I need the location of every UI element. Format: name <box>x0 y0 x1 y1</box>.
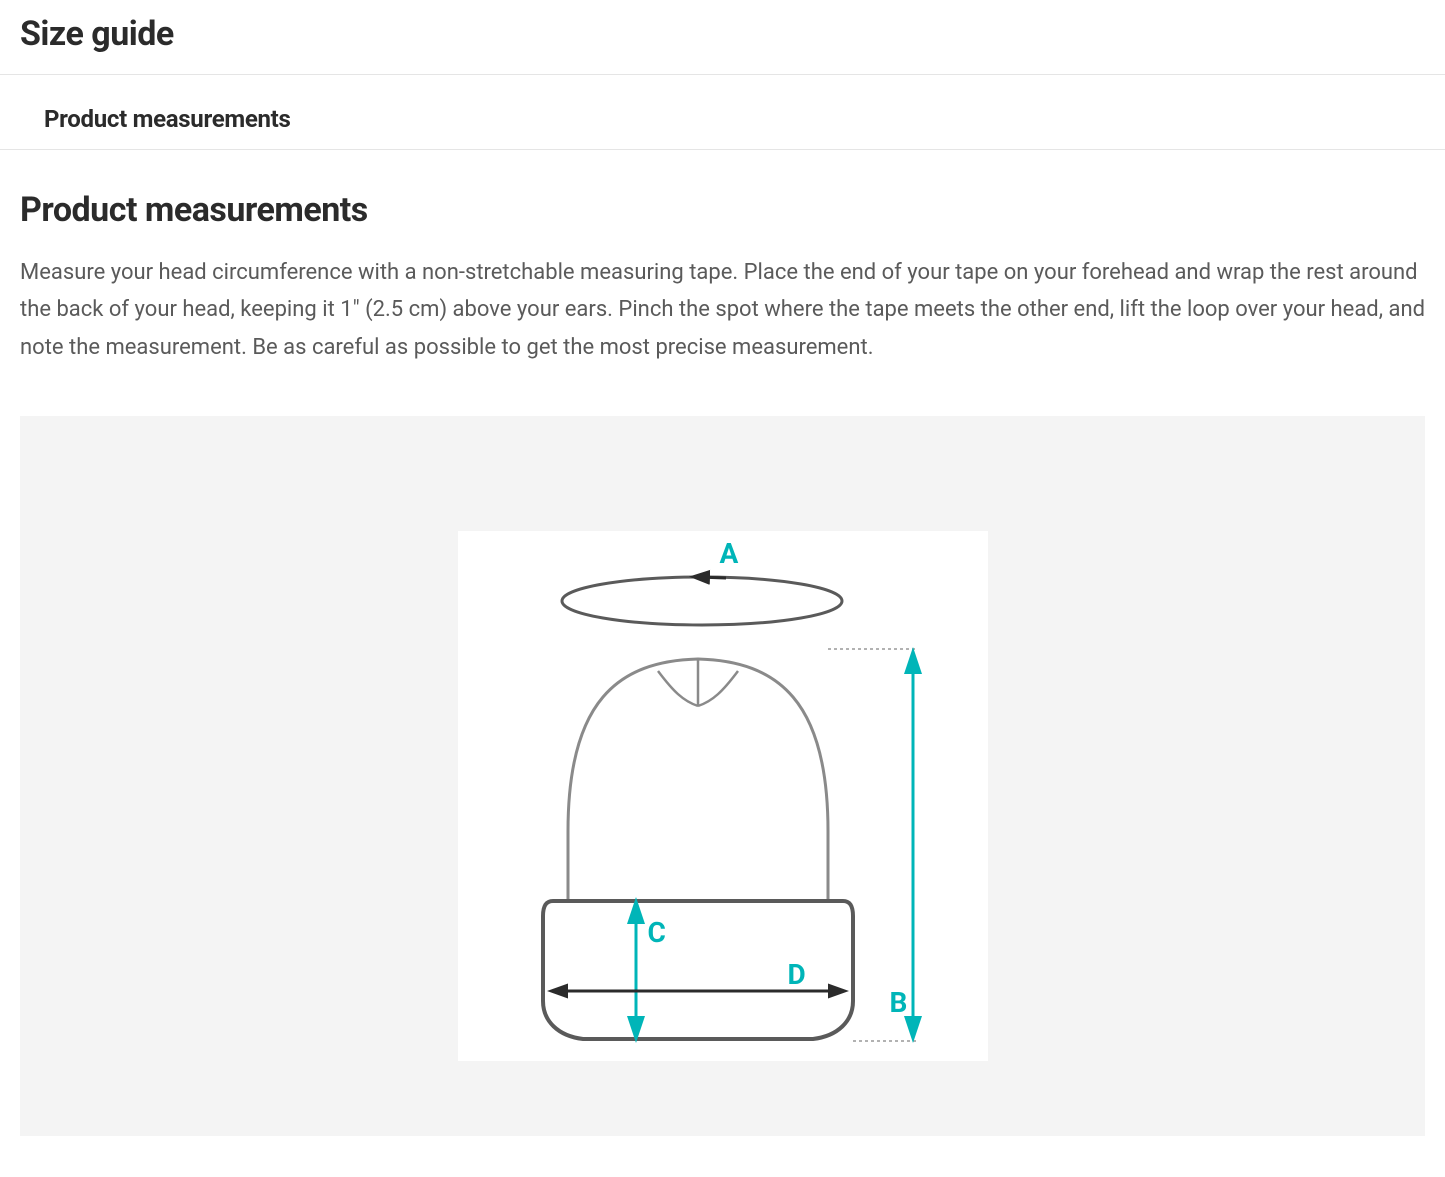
diagram-label-c: C <box>648 916 666 949</box>
tab-product-measurements[interactable]: Product measurements <box>44 105 291 133</box>
page-title: Size guide <box>0 0 1445 74</box>
diagram-container: A B C D <box>20 416 1425 1136</box>
diagram-label-b: B <box>890 986 908 1019</box>
tab-bar: Product measurements <box>0 75 1445 149</box>
beanie-diagram-svg <box>458 531 988 1061</box>
diagram: A B C D <box>458 531 988 1061</box>
section-heading: Product measurements <box>0 150 1445 250</box>
diagram-label-d: D <box>788 958 806 991</box>
instructions-text: Measure your head circumference with a n… <box>0 250 1445 396</box>
diagram-label-a: A <box>720 537 739 570</box>
